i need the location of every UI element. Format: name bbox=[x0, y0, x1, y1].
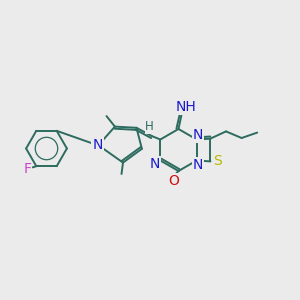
Text: O: O bbox=[169, 174, 179, 188]
Text: N: N bbox=[192, 158, 203, 172]
Text: N: N bbox=[92, 138, 103, 152]
Text: H: H bbox=[145, 120, 154, 133]
Text: N: N bbox=[192, 128, 203, 142]
Text: NH: NH bbox=[175, 100, 196, 114]
Text: N: N bbox=[150, 157, 160, 171]
Text: S: S bbox=[213, 154, 221, 168]
Text: F: F bbox=[23, 162, 31, 176]
